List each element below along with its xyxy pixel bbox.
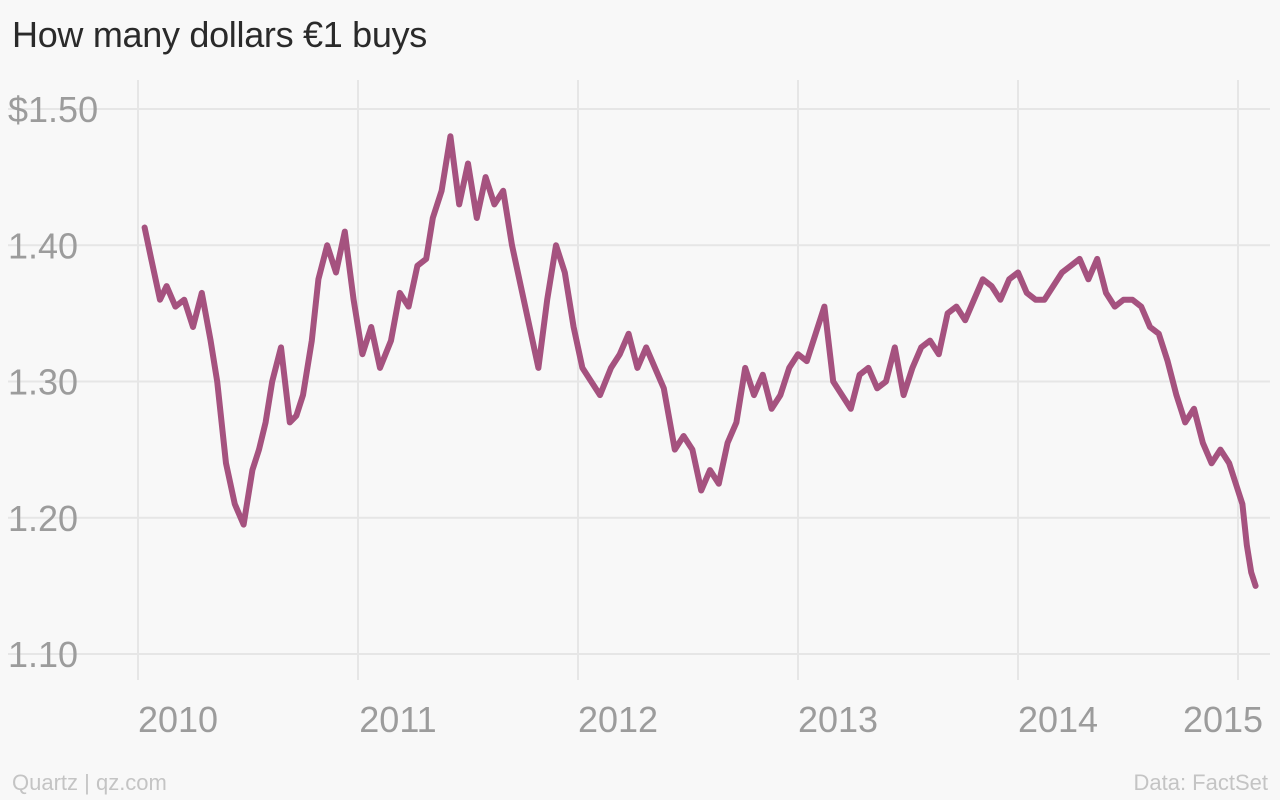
series-line [141, 133, 1259, 589]
grid [8, 80, 1270, 680]
x-tick-label: 2012 [578, 699, 658, 740]
y-tick-label: 1.10 [8, 634, 78, 675]
x-tick-label: 2013 [798, 699, 878, 740]
data-source: Data: FactSet [1133, 770, 1268, 795]
y-tick-label: 1.40 [8, 225, 78, 266]
x-tick-label: 2015 [1183, 699, 1263, 740]
y-tick-label: $1.50 [8, 89, 98, 130]
chart-title: How many dollars €1 buys [12, 14, 427, 55]
y-tick-label: 1.20 [8, 498, 78, 539]
source-credit: Quartz | qz.com [12, 770, 167, 795]
x-tick-label: 2014 [1018, 699, 1098, 740]
y-axis-tick-labels: 1.10 1.20 1.30 1.40 $1.50 [8, 89, 98, 675]
x-axis-tick-labels: 2010 2011 2012 2013 2014 2015 [138, 699, 1263, 740]
x-tick-label: 2010 [138, 699, 218, 740]
series-group [141, 133, 1259, 589]
x-tick-label: 2011 [359, 699, 436, 740]
y-tick-label: 1.30 [8, 362, 78, 403]
